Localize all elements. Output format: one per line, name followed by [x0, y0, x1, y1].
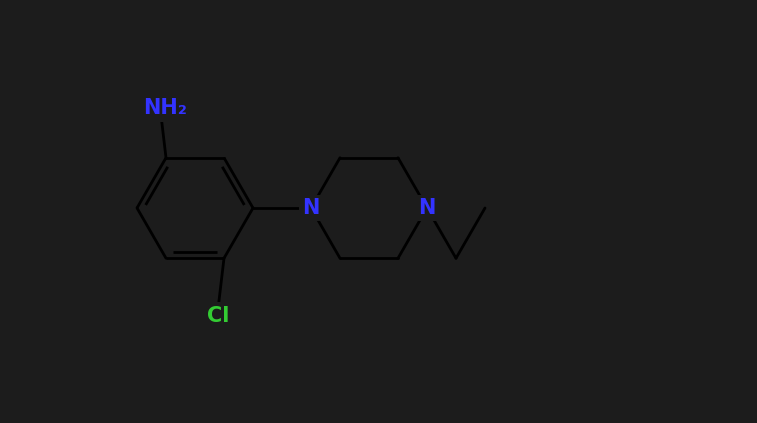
Text: NH₂: NH₂: [143, 99, 187, 118]
Text: Cl: Cl: [207, 305, 229, 326]
Text: N: N: [419, 198, 436, 218]
Text: N: N: [302, 198, 319, 218]
